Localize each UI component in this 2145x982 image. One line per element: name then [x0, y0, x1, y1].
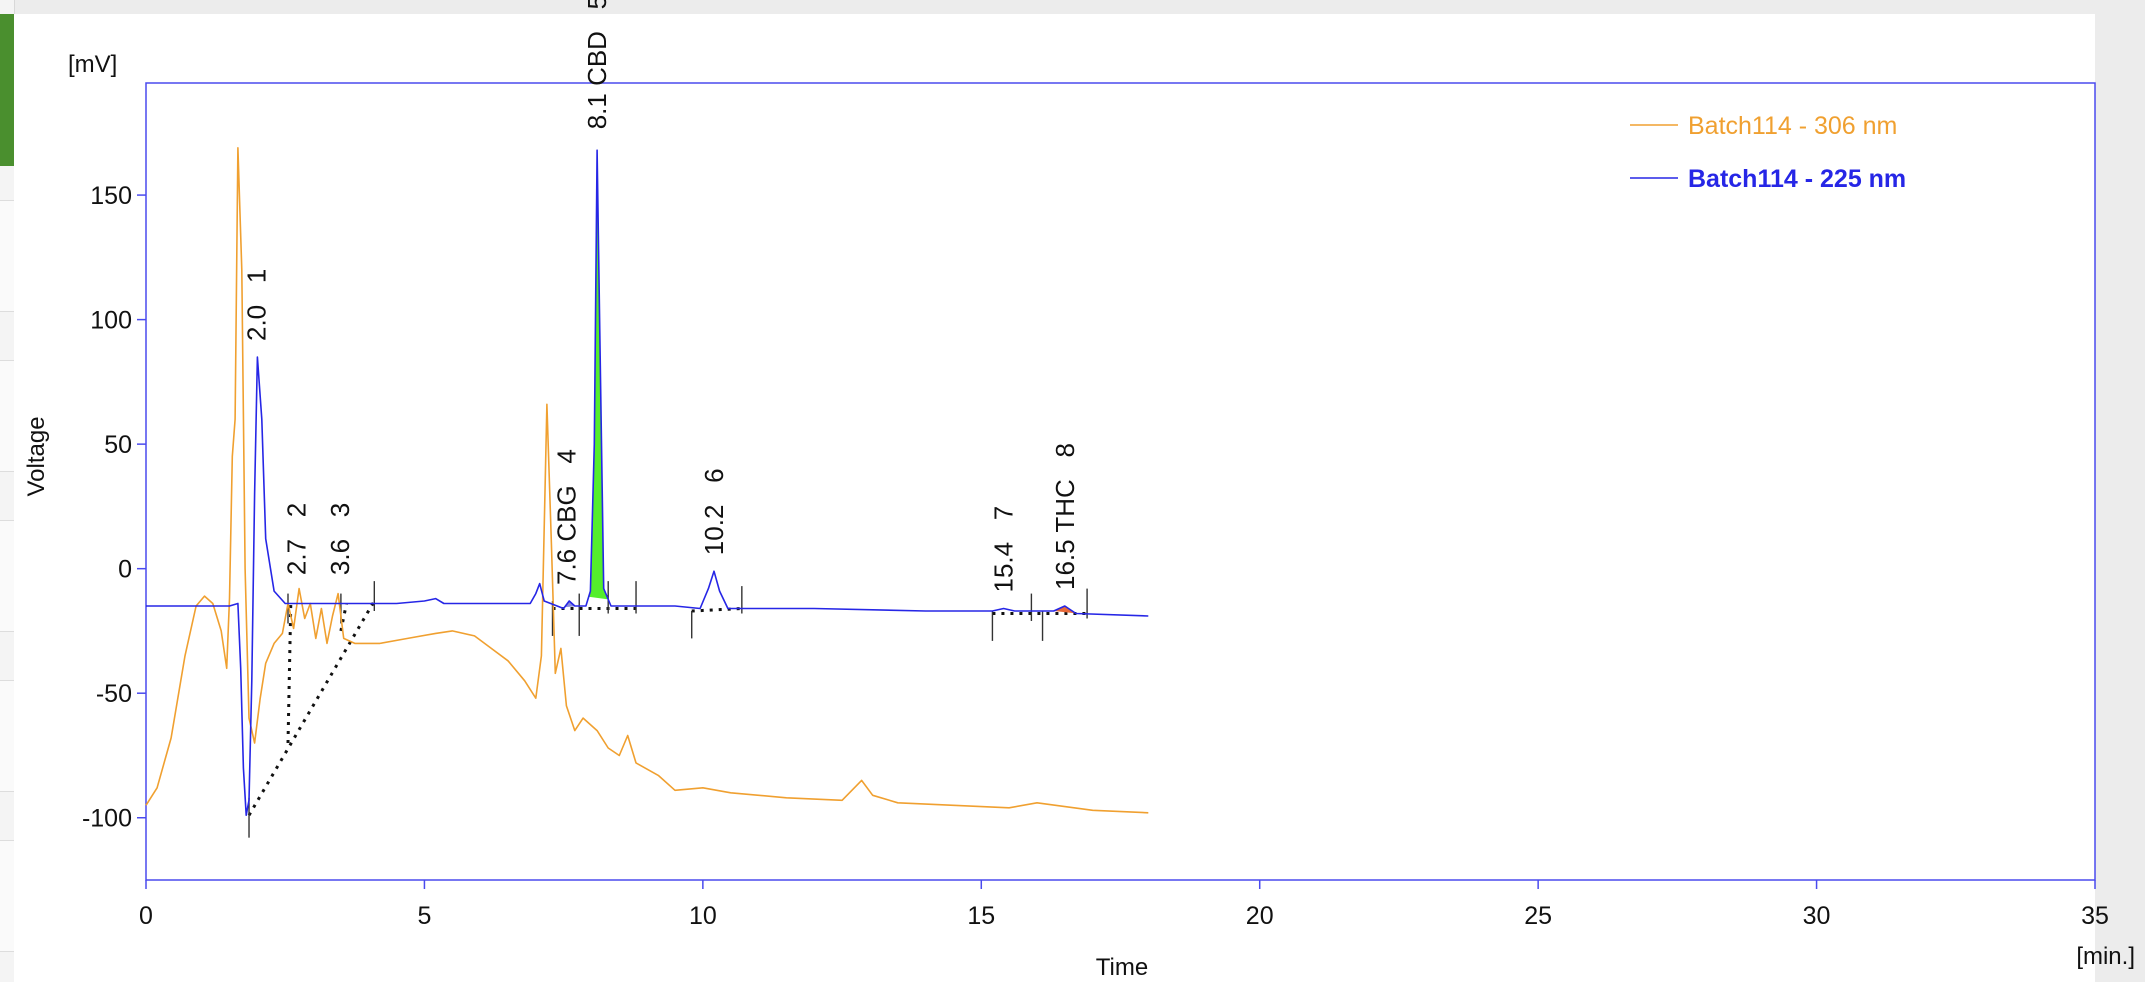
x-tick-label: 20: [1246, 902, 1274, 930]
legend-label-225nm: Batch114 - 225 nm: [1688, 165, 1906, 193]
chart-panel: [14, 14, 2145, 982]
peak-label: 2.7 2: [281, 503, 311, 575]
x-tick-label: 30: [1803, 902, 1831, 930]
x-axis-unit: [min.]: [2076, 943, 2135, 970]
peak-labels: 2.0 1 2.7 2 3.6 3 7.6 CBG 4 8.1 CBD 5 10.2 6 1…: [241, 0, 1080, 593]
left-sidebar-strip: [0, 0, 15, 982]
x-tick-label: 0: [139, 902, 153, 930]
series-line-1: [146, 149, 1149, 817]
x-tick-label: 10: [689, 902, 717, 930]
peak-label: 7.6 CBG 4: [551, 449, 581, 585]
y-axis-label: Voltage: [23, 416, 50, 496]
y-tick-label: 50: [104, 431, 132, 459]
peak-label: 10.2 6: [699, 468, 729, 555]
x-tick-label: 15: [967, 902, 995, 930]
axes: 0 5 10 15 20 25 30 35 -100 -50 0 50 100 150: [82, 182, 2109, 930]
x-tick-label: 35: [2081, 902, 2109, 930]
series-layer: [145, 147, 1149, 817]
y-tick-label: -50: [96, 680, 132, 708]
x-tick-label: 25: [1524, 902, 1552, 930]
series-line-0: [145, 147, 1149, 814]
x-tick-label: 5: [417, 902, 431, 930]
y-tick-label: -100: [82, 805, 132, 833]
y-tick-label: 150: [90, 182, 132, 210]
peak-label: 8.1 CBD 5: [582, 0, 612, 129]
sidebar-row: [0, 520, 14, 632]
peak-label: 15.4 7: [989, 506, 1019, 593]
x-axis-label: Time: [1096, 954, 1148, 981]
y-tick-label: 100: [90, 307, 132, 335]
peak-label: 2.0 1: [241, 269, 271, 341]
sidebar-row: [0, 200, 14, 312]
sidebar-row: [0, 680, 14, 792]
right-margin: [2095, 14, 2145, 982]
legend-label-306nm: Batch114 - 306 nm: [1688, 112, 1897, 140]
y-tick-label: 0: [118, 556, 132, 584]
green-accent-block: [0, 14, 14, 166]
sidebar-row: [0, 360, 14, 472]
sidebar-row: [0, 840, 14, 952]
integration-baseline: [286, 603, 293, 744]
baselines: [247, 581, 1088, 838]
peak-label: 16.5 THC 8: [1050, 443, 1080, 590]
integration-baseline: [247, 600, 376, 817]
y-axis-unit: [mV]: [68, 51, 117, 78]
legend: Batch114 - 306 nm Batch114 - 225 nm: [1630, 112, 1906, 193]
plot-frame: [145, 82, 2096, 881]
peak-label: 3.6 3: [325, 503, 355, 575]
